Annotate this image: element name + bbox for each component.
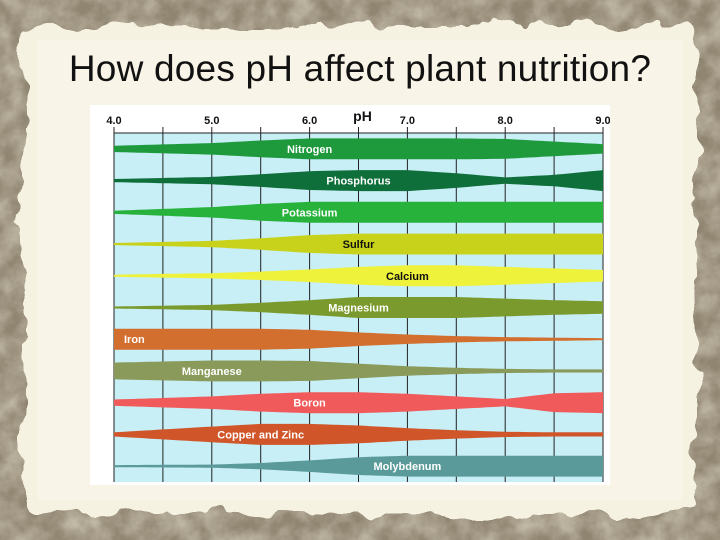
nutrient-label: Magnesium [328, 303, 389, 315]
x-tick-label: 7.0 [400, 115, 415, 127]
nutrient-label: Iron [124, 334, 145, 346]
nutrient-label: Phosphorus [326, 176, 390, 188]
nutrient-band [114, 233, 603, 255]
nutrient-band [114, 328, 603, 350]
nutrient-band [114, 360, 603, 382]
x-axis-title: pH [353, 108, 372, 124]
nutrient-label: Nitrogen [287, 144, 333, 156]
chart-svg: 4.0 5.0 6.0 7.0 8.0 9.0 pH Nitrogen Phosphorus Po… [106, 108, 610, 482]
slide-title: How does pH affect plant nutrition? [68, 48, 652, 89]
x-tick-label: 5.0 [204, 115, 219, 127]
nutrient-band [114, 138, 603, 160]
nutrient-availability-chart: 4.0 5.0 6.0 7.0 8.0 9.0 pH Nitrogen Phosphorus Po… [90, 105, 610, 485]
nutrient-band [114, 423, 603, 445]
nutrient-label: Calcium [386, 271, 429, 283]
x-tick-label: 8.0 [498, 115, 513, 127]
nutrient-label: Manganese [182, 366, 242, 378]
x-tick-label: 9.0 [595, 115, 610, 127]
nutrient-band [114, 265, 603, 287]
nutrient-label: Boron [293, 398, 326, 410]
nutrient-band [114, 455, 603, 477]
nutrient-band [114, 297, 603, 318]
nutrient-label: Molybdenum [373, 461, 441, 473]
nutrient-band [114, 170, 603, 192]
x-tick-label: 6.0 [302, 115, 317, 127]
nutrient-label: Sulfur [343, 239, 375, 251]
nutrient-band [114, 392, 603, 414]
x-tick-label: 4.0 [106, 115, 121, 127]
nutrient-label: Potassium [282, 207, 338, 219]
nutrient-label: Copper and Zinc [217, 429, 304, 441]
nutrient-band [114, 201, 603, 223]
